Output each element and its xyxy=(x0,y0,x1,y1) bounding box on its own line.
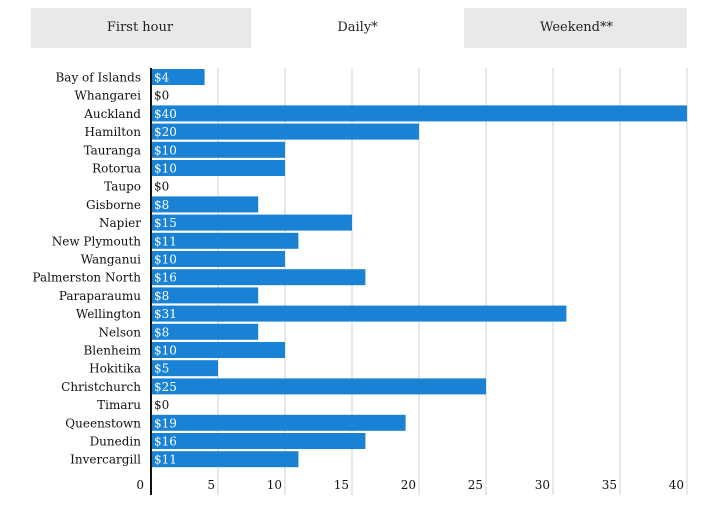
x-tick-label: 10 xyxy=(267,478,282,492)
data-label: $15 xyxy=(154,216,177,230)
category-label: Palmerston North xyxy=(32,271,141,285)
category-label: Tauranga xyxy=(84,143,141,157)
data-label: $5 xyxy=(154,362,169,376)
data-label: $16 xyxy=(154,435,177,449)
category-label: Timaru xyxy=(97,398,141,412)
category-label: Napier xyxy=(99,216,141,230)
data-label: $0 xyxy=(154,180,169,194)
data-label: $8 xyxy=(154,289,169,303)
data-label: $8 xyxy=(154,325,169,339)
data-label: $10 xyxy=(154,344,177,358)
bar-wellington xyxy=(152,305,567,322)
category-label: Christchurch xyxy=(61,380,141,394)
bar-palmerston-north xyxy=(152,269,366,286)
category-label: Queenstown xyxy=(65,416,141,430)
x-tick-label: 30 xyxy=(535,478,550,492)
category-label: Rotorua xyxy=(92,162,141,176)
category-label: Dunedin xyxy=(90,435,142,449)
bar-christchurch xyxy=(152,378,486,395)
data-label: $10 xyxy=(154,253,177,267)
bar-dunedin xyxy=(152,433,366,449)
category-label: Wanganui xyxy=(81,253,141,267)
bar-blenheim xyxy=(152,342,285,358)
tab-weekend[interactable]: Weekend** xyxy=(540,20,613,35)
category-label: New Plymouth xyxy=(52,234,142,248)
data-label: $31 xyxy=(154,307,177,321)
category-label: Bay of Islands xyxy=(55,71,141,85)
bar-hamilton xyxy=(152,123,419,140)
data-label: $19 xyxy=(154,416,177,430)
bar-queenstown xyxy=(152,414,406,431)
bar-tauranga xyxy=(152,141,285,158)
category-label: Hamilton xyxy=(85,125,142,139)
category-label: Gisborne xyxy=(86,198,141,212)
category-label: Hokitika xyxy=(89,362,141,376)
data-label: $0 xyxy=(154,89,169,103)
tab-daily[interactable]: Daily* xyxy=(251,8,464,48)
category-label: Whangarei xyxy=(75,89,142,103)
parking-rate-tabs: First hour Daily* Weekend** xyxy=(31,8,687,48)
data-label: $0 xyxy=(154,398,169,412)
tab-first-hour[interactable]: First hour xyxy=(106,20,174,35)
category-label: Wellington xyxy=(76,307,141,321)
bar-paraparaumu xyxy=(152,287,259,304)
category-label: Invercargill xyxy=(70,453,141,467)
x-tick-label: 15 xyxy=(334,478,349,492)
bar-napier xyxy=(152,214,352,231)
data-label: $8 xyxy=(154,198,169,212)
bar-bay-of-islands xyxy=(152,69,205,85)
x-tick-label: 0 xyxy=(136,478,144,492)
bar-wanganui xyxy=(152,251,285,267)
bar-rotorua xyxy=(152,160,285,176)
category-label: Auckland xyxy=(83,107,141,121)
x-tick-label: 20 xyxy=(401,478,416,492)
category-label: Taupo xyxy=(104,180,141,194)
x-tick-label: 5 xyxy=(207,478,215,492)
data-label: $11 xyxy=(154,453,177,467)
bar-invercargill xyxy=(152,451,299,468)
category-label: Paraparaumu xyxy=(59,289,141,303)
data-label: $25 xyxy=(154,380,177,394)
category-label: Nelson xyxy=(98,325,141,339)
bar-gisborne xyxy=(152,196,259,213)
x-tick-label: 40 xyxy=(669,478,684,492)
data-label: $11 xyxy=(154,234,177,248)
data-label: $40 xyxy=(154,107,177,121)
data-label: $20 xyxy=(154,125,177,139)
x-tick-label: 25 xyxy=(468,478,483,492)
bar-new-plymouth xyxy=(152,232,299,249)
data-label: $16 xyxy=(154,271,177,285)
data-label: $4 xyxy=(154,71,170,85)
bar-auckland xyxy=(152,105,687,122)
bar-hokitika xyxy=(152,360,218,377)
data-label: $10 xyxy=(154,162,177,176)
category-label: Blenheim xyxy=(83,344,141,358)
data-label: $10 xyxy=(154,143,177,157)
x-tick-label: 35 xyxy=(602,478,617,492)
bar-nelson xyxy=(152,323,259,340)
